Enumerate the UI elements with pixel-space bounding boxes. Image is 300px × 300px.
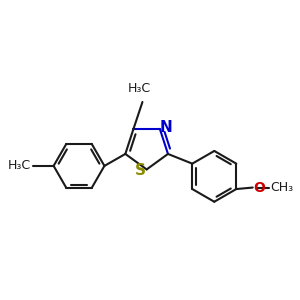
Text: H₃C: H₃C [128, 82, 151, 94]
Text: S: S [135, 164, 146, 178]
Text: N: N [160, 120, 173, 135]
Text: H₃C: H₃C [8, 159, 31, 172]
Text: CH₃: CH₃ [270, 181, 293, 194]
Text: O: O [253, 181, 265, 195]
